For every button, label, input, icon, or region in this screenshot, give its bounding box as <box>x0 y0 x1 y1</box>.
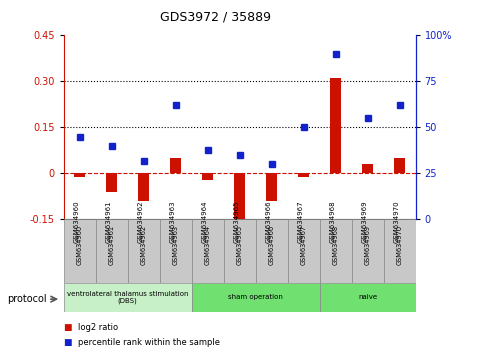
Bar <box>361 164 372 173</box>
Text: GSM634970: GSM634970 <box>393 200 399 243</box>
Text: GSM634966: GSM634966 <box>268 224 274 265</box>
Text: GSM634961: GSM634961 <box>108 224 114 264</box>
Text: GSM634962: GSM634962 <box>137 200 143 242</box>
Bar <box>287 219 319 283</box>
Text: sham operation: sham operation <box>228 295 283 300</box>
Text: naive: naive <box>357 295 376 300</box>
Bar <box>319 219 351 283</box>
Bar <box>138 173 149 201</box>
Bar <box>234 173 244 229</box>
Bar <box>170 158 181 173</box>
Bar <box>106 173 117 192</box>
Bar <box>297 173 308 177</box>
Bar <box>191 219 223 283</box>
Bar <box>223 219 255 283</box>
Text: GSM634963: GSM634963 <box>169 200 175 243</box>
Text: percentile rank within the sample: percentile rank within the sample <box>78 338 220 347</box>
Bar <box>255 219 287 283</box>
Bar <box>63 219 95 283</box>
Text: ■: ■ <box>63 323 72 332</box>
Bar <box>191 283 319 312</box>
Bar <box>63 283 191 312</box>
Bar <box>74 173 85 177</box>
Text: GSM634962: GSM634962 <box>141 224 146 265</box>
Text: GSM634964: GSM634964 <box>201 200 207 242</box>
Bar <box>351 219 383 283</box>
Bar <box>159 219 191 283</box>
Text: GSM634968: GSM634968 <box>332 224 338 265</box>
Text: ventrolateral thalamus stimulation
(DBS): ventrolateral thalamus stimulation (DBS) <box>67 291 188 304</box>
Text: GSM634964: GSM634964 <box>204 224 210 265</box>
Text: protocol: protocol <box>7 294 47 304</box>
Bar <box>383 219 415 283</box>
Text: GSM634967: GSM634967 <box>297 200 303 243</box>
Text: GSM634969: GSM634969 <box>361 200 367 243</box>
Bar <box>265 173 277 201</box>
Bar <box>393 158 405 173</box>
Bar <box>319 283 415 312</box>
Text: GDS3972 / 35889: GDS3972 / 35889 <box>160 11 270 24</box>
Text: GSM634967: GSM634967 <box>300 224 306 265</box>
Text: GSM634961: GSM634961 <box>105 200 111 243</box>
Text: GSM634969: GSM634969 <box>364 224 370 264</box>
Text: GSM634960: GSM634960 <box>73 200 80 243</box>
Bar <box>127 219 159 283</box>
Bar <box>329 78 341 173</box>
Text: GSM634965: GSM634965 <box>233 200 239 242</box>
Text: log2 ratio: log2 ratio <box>78 323 118 332</box>
Text: GSM634960: GSM634960 <box>77 224 82 265</box>
Text: ■: ■ <box>63 338 72 347</box>
Text: GSM634968: GSM634968 <box>329 200 335 243</box>
Text: GSM634966: GSM634966 <box>265 200 271 243</box>
Text: GSM634965: GSM634965 <box>236 224 242 265</box>
Bar <box>202 173 213 179</box>
Text: GSM634963: GSM634963 <box>172 224 178 264</box>
Bar <box>95 219 127 283</box>
Text: GSM634970: GSM634970 <box>396 224 402 265</box>
